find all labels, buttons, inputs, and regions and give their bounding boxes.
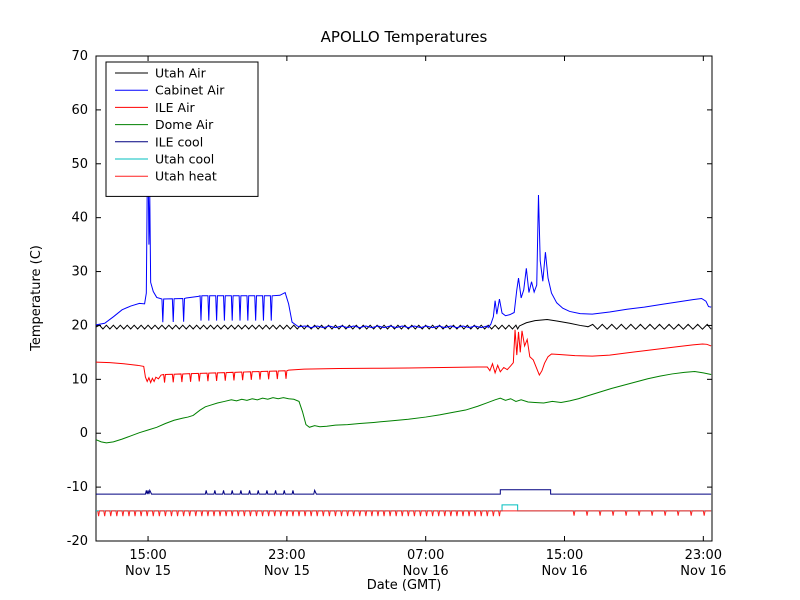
series-line-utah-air xyxy=(95,319,712,331)
legend-label: Utah Air xyxy=(155,66,207,81)
series-line-utah-cool xyxy=(96,504,712,512)
x-tick-time-label: 23:00 xyxy=(685,548,722,563)
x-tick-time-label: 23:00 xyxy=(268,548,305,563)
x-tick-date-label: Nov 16 xyxy=(541,564,587,579)
legend-label: Cabinet Air xyxy=(155,83,225,98)
x-tick-date-label: Nov 16 xyxy=(403,564,449,579)
x-axis-label: Date (GMT) xyxy=(367,578,442,593)
legend-label: Utah cool xyxy=(155,152,214,167)
series-line-dome-air xyxy=(95,371,712,444)
legend-label: Dome Air xyxy=(155,117,214,132)
legend-box xyxy=(105,61,259,197)
y-tick-label: 10 xyxy=(71,372,88,387)
legend-label: ILE Air xyxy=(155,100,196,115)
series-line-ile-air xyxy=(95,329,712,384)
y-tick-label: 60 xyxy=(71,103,88,118)
x-tick-time-label: 15:00 xyxy=(129,548,166,563)
x-tick-time-label: 15:00 xyxy=(546,548,583,563)
axes-frame xyxy=(95,55,713,542)
chart-title: APOLLO Temperatures xyxy=(321,28,488,46)
x-tick-date-label: Nov 15 xyxy=(125,564,171,579)
legend-label: ILE cool xyxy=(155,134,203,149)
y-tick-label: 70 xyxy=(71,49,88,64)
legend-label: Utah heat xyxy=(155,169,217,184)
y-tick-label: 40 xyxy=(71,211,88,226)
y-axis-label: Temperature (C) xyxy=(29,245,44,352)
series-line-utah-heat xyxy=(97,510,712,517)
y-tick-label: 20 xyxy=(71,318,88,333)
y-tick-label: -10 xyxy=(67,480,88,495)
series-line-ile-cool xyxy=(96,488,712,495)
y-tick-label: 30 xyxy=(71,265,88,280)
x-tick-date-label: Nov 15 xyxy=(264,564,310,579)
x-tick-time-label: 07:00 xyxy=(407,548,444,563)
y-tick-label: -20 xyxy=(67,534,88,549)
y-tick-label: 50 xyxy=(71,157,88,172)
series-line-cabinet-air xyxy=(95,158,712,329)
x-tick-date-label: Nov 16 xyxy=(680,564,726,579)
y-tick-label: 0 xyxy=(80,426,88,441)
